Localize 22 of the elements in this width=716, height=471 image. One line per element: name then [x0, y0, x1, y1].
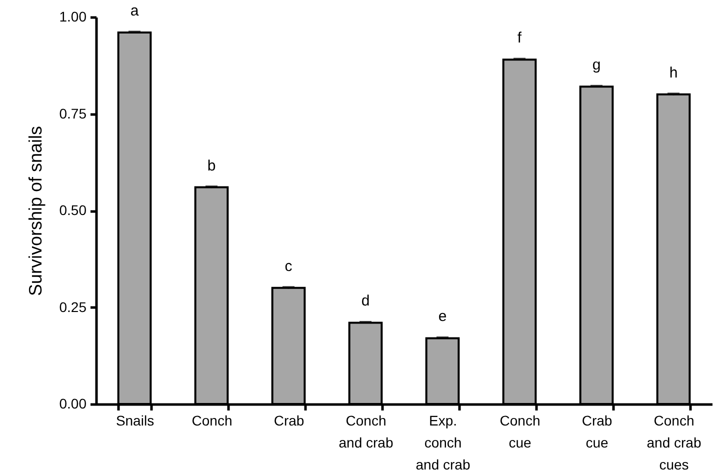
annotation: b	[207, 157, 216, 174]
annotation: g	[592, 56, 601, 74]
annotation: f	[517, 30, 522, 47]
x-tick-label: Conch and crab	[338, 412, 394, 450]
y-axis-title: Survivorship of snails	[25, 126, 46, 296]
annotation: e	[438, 308, 447, 326]
y-tick-label: 1.00	[59, 8, 87, 24]
y-tick-label: 0.50	[59, 202, 87, 218]
y-tick-label: 0.75	[59, 105, 87, 122]
annotation: a	[130, 2, 140, 20]
y-tick-label: 0.00	[59, 396, 87, 412]
x-tick-label: Crab	[274, 412, 304, 428]
x-tick-label: Conch cue	[500, 412, 540, 450]
x-tick-label: Snails	[116, 412, 154, 428]
x-tick-label: Crab cue	[582, 412, 612, 450]
y-tick-label: 0.25	[59, 298, 87, 315]
x-tick-label: Conch	[192, 412, 232, 428]
annotation: h	[669, 64, 678, 82]
annotation: c	[284, 258, 293, 275]
x-tick-label: Conch and crab cues	[646, 412, 702, 471]
x-tick-label: Exp. conch and crab	[416, 412, 470, 471]
annotation: d	[361, 292, 370, 310]
